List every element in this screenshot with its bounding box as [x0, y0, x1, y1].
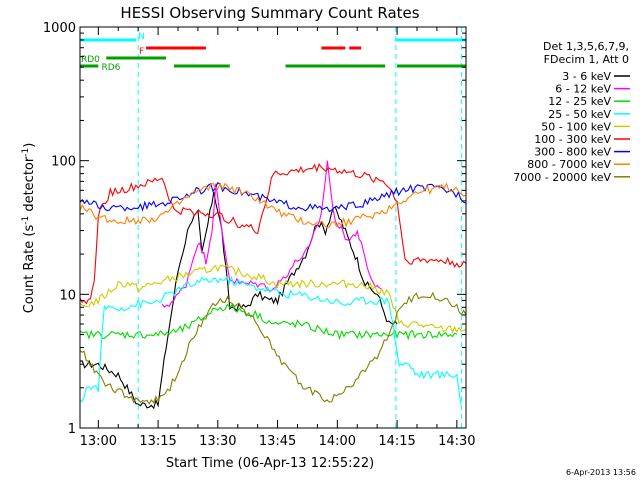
series-line-4 — [79, 264, 467, 334]
x-tick-label-5: 14:15 — [378, 434, 415, 449]
vertical-markers — [137, 27, 463, 428]
legend-label-2: 12 - 25 keV — [548, 95, 611, 108]
legend-label-4: 50 - 100 keV — [541, 120, 611, 133]
legend-label-0: 3 - 6 keV — [562, 70, 611, 83]
legend: Det 1,3,5,6,7,9, FDecim 1, Att 0 3 - 6 k… — [513, 40, 630, 184]
legend-label-8: 7000 - 20000 keV — [513, 171, 611, 184]
series-line-5 — [79, 163, 467, 305]
y-tick-label-1: 10 — [59, 288, 76, 303]
y-tick-label-2: 100 — [51, 155, 76, 170]
flag-label-1: F — [139, 47, 144, 57]
series-line-3 — [79, 275, 462, 405]
series-line-0 — [79, 191, 398, 410]
chart-title: HESSI Observing Summary Count Rates — [120, 4, 419, 22]
y-axis: 1 10 100 1000 — [43, 21, 466, 437]
legend-label-1: 6 - 12 keV — [555, 83, 611, 96]
series-line-2 — [79, 303, 458, 341]
series-line-7 — [79, 182, 467, 229]
legend-label-6: 300 - 800 keV — [534, 146, 611, 159]
legend-header-2: FDecim 1, Att 0 — [544, 53, 629, 66]
legend-label-5: 100 - 300 keV — [534, 133, 611, 146]
y-tick-label-0: 1 — [68, 422, 76, 437]
flag-label-0: N — [138, 32, 145, 42]
x-axis: 13:00 13:15 13:30 13:45 14:00 14:15 14:30 — [80, 27, 476, 449]
x-tick-label-2: 13:30 — [199, 434, 236, 449]
plot-frame — [79, 26, 467, 429]
series-line-8 — [79, 291, 467, 405]
timestamp: 6-Apr-2013 13:56 — [566, 468, 636, 477]
x-tick-label-4: 14:00 — [319, 434, 356, 449]
series-line-1 — [161, 160, 382, 308]
y-tick-label-3: 1000 — [43, 21, 76, 36]
series-layer — [79, 160, 467, 410]
x-tick-label-1: 13:15 — [139, 434, 176, 449]
x-tick-label-3: 13:45 — [259, 434, 296, 449]
flag-label-3: RD6 — [102, 63, 121, 73]
x-tick-label-0: 13:00 — [80, 434, 117, 449]
flag-label-2: RD0 — [81, 55, 100, 65]
series-line-6 — [79, 182, 467, 213]
legend-label-3: 25 - 50 keV — [548, 108, 611, 121]
legend-header-1: Det 1,3,5,6,7,9, — [543, 40, 629, 53]
y-axis-label: Count Rate (s-1 detector-1) — [21, 143, 37, 314]
x-tick-label-6: 14:30 — [438, 434, 475, 449]
legend-label-7: 800 - 7000 keV — [527, 158, 611, 171]
x-axis-label: Start Time (06-Apr-13 12:55:22) — [166, 456, 374, 471]
